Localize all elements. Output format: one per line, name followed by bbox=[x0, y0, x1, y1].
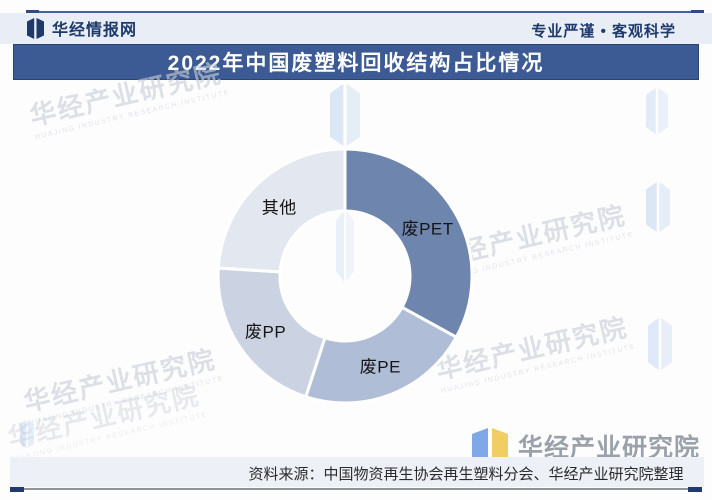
watermark-book-icon bbox=[646, 88, 668, 134]
watermark-sub-text: HUAJING INDUSTRY RESEARCH INSTITUTE bbox=[12, 411, 209, 463]
bottom-border-left-cap bbox=[10, 486, 24, 492]
watermark-text: 华经产业研究院 HUAJING INDUSTRY RESEARCH INSTITU… bbox=[20, 338, 225, 427]
bottom-border-line bbox=[10, 488, 702, 490]
slice-label-废PET: 废PET bbox=[401, 219, 454, 239]
slice-label-废PP: 废PP bbox=[245, 322, 287, 342]
top-border-left-cap bbox=[26, 9, 39, 14]
watermark-book-icon bbox=[330, 84, 360, 146]
watermark-book-icon bbox=[336, 210, 354, 282]
watermark-text: 华经产业研究院 HUAJING INDUSTRY RESEARCH INSTITU… bbox=[4, 374, 209, 463]
watermark-main-text: 华经产业研究院 bbox=[431, 199, 629, 274]
header-logo-label: 华经情报网 bbox=[52, 22, 138, 39]
open-book-icon bbox=[27, 17, 44, 39]
watermark-main-text: 华经产业研究院 bbox=[433, 311, 631, 386]
page-title: 2022年中国废塑料回收结构占比情况 bbox=[167, 52, 545, 75]
source-band bbox=[10, 457, 704, 487]
slice-label-废PE: 废PE bbox=[359, 357, 401, 377]
watermark-sub-text: HUAJING INDUSTRY RESEARCH INSTITUTE bbox=[34, 89, 231, 141]
donut-slice-废PET bbox=[343, 147, 474, 339]
source-text: 资料来源：中国物资再生协会再生塑料分会、华经产业研究院整理 bbox=[248, 466, 684, 483]
watermark-main-text: 华经产业研究院 bbox=[5, 379, 203, 454]
slice-label-其他: 其他 bbox=[261, 198, 297, 218]
watermark-sub-text: HUAJING INDUSTRY RESEARCH INSTITUTE bbox=[28, 375, 225, 427]
top-border-right-cap bbox=[691, 9, 704, 14]
watermark-book-icon bbox=[648, 318, 672, 370]
header-slogan: 专业严谨 • 客观科学 bbox=[531, 23, 676, 40]
huajing-info-logo: 华经情报网 bbox=[27, 16, 137, 40]
watermark-book-icon bbox=[646, 182, 670, 232]
watermark-text: 华经产业研究院 HUAJING INDUSTRY RESEARCH INSTITU… bbox=[430, 194, 635, 283]
watermark-book-icon bbox=[20, 420, 34, 448]
title-bar: 2022年中国废塑料回收结构占比情况 bbox=[13, 44, 699, 80]
bottom-border-right-cap bbox=[688, 486, 702, 492]
top-border-line bbox=[26, 11, 704, 13]
header-band bbox=[0, 13, 712, 44]
watermark-text: 华经产业研究院 HUAJING INDUSTRY RESEARCH INSTITU… bbox=[432, 306, 637, 395]
watermark-main-text: 华经产业研究院 bbox=[21, 343, 219, 418]
watermark-sub-text: HUAJING INDUSTRY RESEARCH INSTITUTE bbox=[438, 231, 635, 283]
watermark-sub-text: HUAJING INDUSTRY RESEARCH INSTITUTE bbox=[440, 343, 637, 395]
